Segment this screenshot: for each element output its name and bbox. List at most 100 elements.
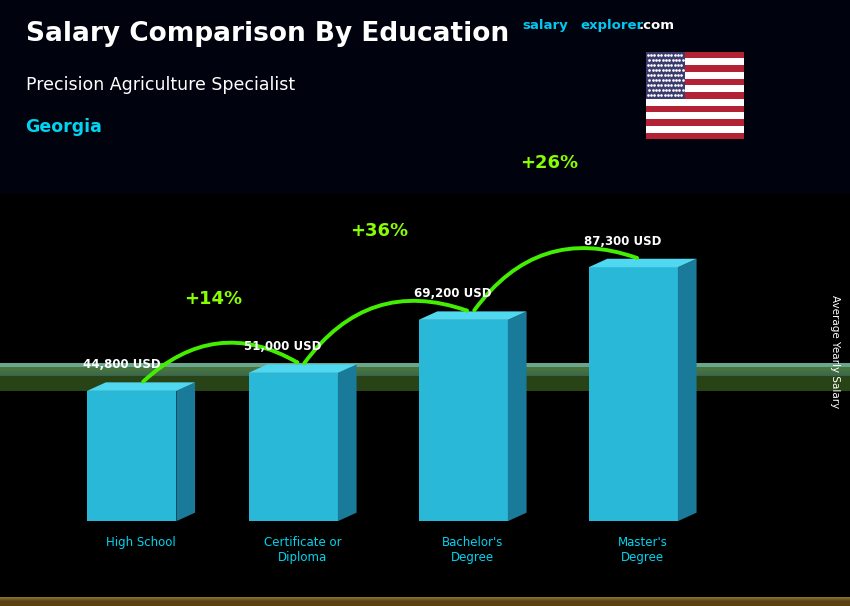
Bar — [0, 597, 850, 601]
Bar — [0, 367, 850, 373]
Bar — [0, 369, 850, 375]
Bar — [0, 365, 850, 371]
Bar — [0, 366, 850, 373]
Bar — [0, 600, 850, 604]
Bar — [0, 368, 850, 374]
Bar — [0, 369, 850, 376]
Bar — [0, 601, 850, 605]
Bar — [0, 365, 850, 372]
Bar — [0, 365, 850, 371]
Bar — [0, 601, 850, 606]
Bar — [0, 599, 850, 604]
Text: Precision Agriculture Specialist: Precision Agriculture Specialist — [26, 76, 295, 94]
Bar — [0, 364, 850, 370]
Bar — [0, 364, 850, 370]
Bar — [0, 598, 850, 602]
Bar — [0, 369, 850, 375]
Bar — [0, 364, 850, 370]
Bar — [0, 599, 850, 604]
Bar — [0, 601, 850, 606]
Bar — [0, 598, 850, 602]
Text: Bachelor's
Degree: Bachelor's Degree — [442, 536, 503, 564]
Bar — [0, 601, 850, 605]
Bar — [646, 112, 744, 119]
Bar — [0, 364, 850, 370]
Bar — [0, 601, 850, 605]
Bar — [0, 366, 850, 372]
Bar — [0, 598, 850, 602]
Bar — [0, 364, 850, 370]
Bar — [646, 58, 744, 65]
Text: salary: salary — [523, 19, 569, 32]
Bar — [0, 598, 850, 602]
Bar — [0, 367, 850, 373]
Bar — [646, 119, 744, 126]
Bar — [0, 599, 850, 604]
Bar — [0, 364, 850, 371]
Bar — [0, 598, 850, 603]
Bar — [0, 601, 850, 605]
Bar — [0, 601, 850, 605]
Bar — [0, 601, 850, 606]
Bar — [646, 72, 744, 79]
Bar — [0, 600, 850, 605]
Bar — [0, 597, 850, 602]
Bar — [0, 599, 850, 604]
Bar — [0, 364, 850, 370]
Bar — [646, 79, 744, 85]
Bar — [0, 368, 850, 375]
Text: 69,200 USD: 69,200 USD — [415, 287, 492, 301]
Bar — [0, 367, 850, 373]
Text: Master's
Degree: Master's Degree — [618, 536, 667, 564]
Bar — [0, 365, 850, 371]
Bar — [0, 368, 850, 374]
Bar — [0, 599, 850, 603]
Bar — [0, 598, 850, 602]
Bar — [0, 365, 850, 371]
Bar — [0, 367, 850, 391]
Bar — [0, 598, 850, 602]
Bar — [646, 52, 685, 99]
Bar — [646, 126, 744, 133]
Bar — [0, 368, 850, 375]
Bar — [0, 599, 850, 603]
Bar — [0, 600, 850, 605]
Bar — [0, 599, 850, 604]
Text: +26%: +26% — [520, 154, 578, 172]
FancyArrowPatch shape — [143, 342, 298, 382]
Bar — [0, 599, 850, 604]
Bar — [646, 99, 744, 105]
Bar — [0, 597, 850, 602]
Bar — [0, 365, 850, 371]
Bar — [0, 367, 850, 373]
Bar — [0, 598, 850, 602]
Bar — [0, 369, 850, 375]
Bar — [646, 65, 744, 72]
Bar — [0, 365, 850, 372]
Bar — [0, 597, 850, 602]
Bar — [0, 367, 850, 373]
Bar — [0, 600, 850, 605]
Bar — [0, 367, 850, 374]
Bar — [0, 366, 850, 372]
Bar — [0, 364, 850, 370]
Bar — [0, 599, 850, 603]
Bar — [646, 105, 744, 112]
Bar — [0, 368, 850, 375]
Bar — [0, 598, 850, 603]
Bar — [646, 133, 744, 139]
Bar — [0, 365, 850, 371]
Bar — [0, 365, 850, 371]
FancyArrowPatch shape — [474, 248, 637, 310]
Bar — [0, 366, 850, 372]
Bar — [0, 368, 850, 375]
Bar — [0, 367, 850, 373]
Text: +36%: +36% — [350, 222, 408, 240]
Bar — [0, 364, 850, 370]
Bar — [0, 599, 850, 604]
Bar — [0, 600, 850, 604]
Bar — [0, 368, 850, 374]
Bar — [0, 600, 850, 605]
Bar — [0, 601, 850, 605]
Bar — [0, 368, 850, 374]
